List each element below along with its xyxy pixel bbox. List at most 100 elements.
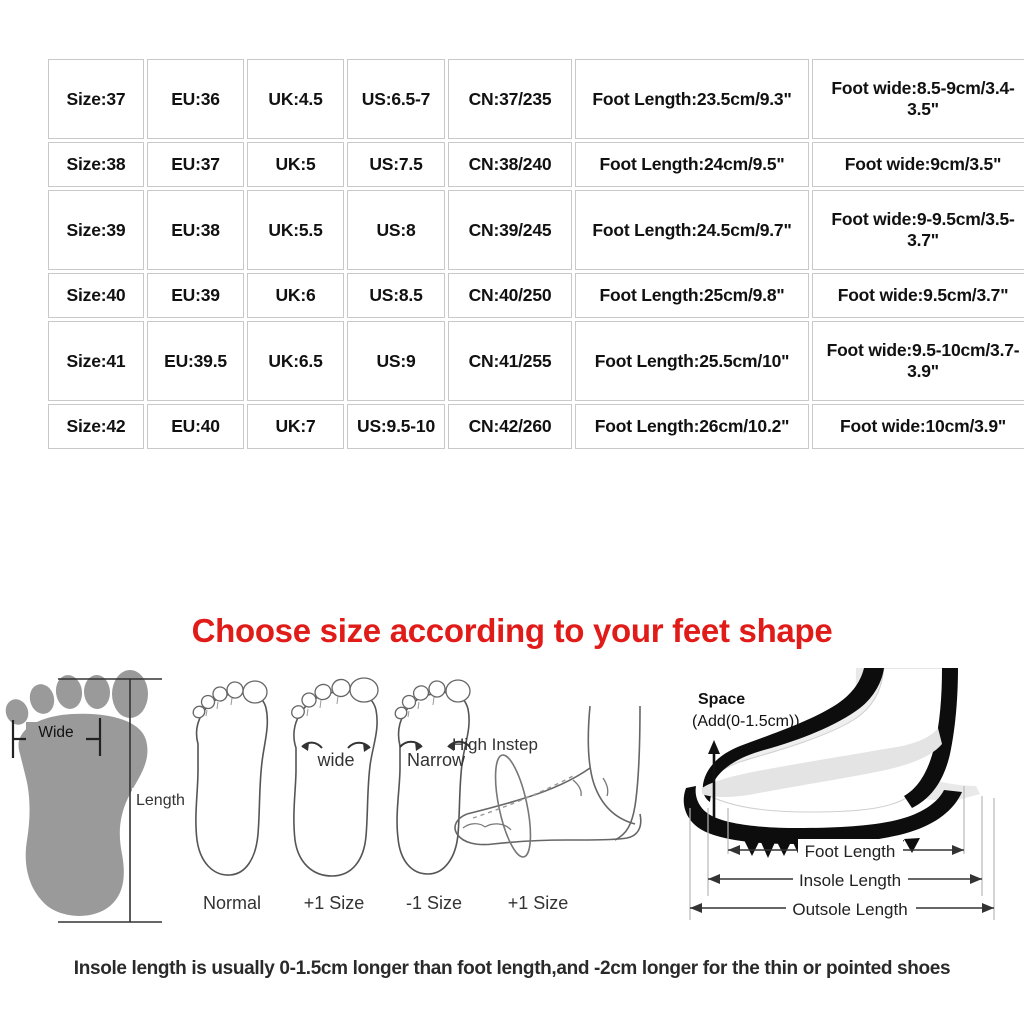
cell-us: US:7.5 <box>347 141 445 187</box>
foot-shape-diagram-area: Wide Length Normal <box>0 668 1024 930</box>
cell-foot-wide: Foot wide:10cm/3.9" <box>812 403 1024 449</box>
cell-us: US:8.5 <box>347 272 445 318</box>
arrow-head-right-icon <box>952 845 964 855</box>
cell-us: US:9 <box>347 320 445 401</box>
cell-us: US:8 <box>347 189 445 270</box>
cell-foot-wide: Foot wide:9cm/3.5" <box>812 141 1024 187</box>
cell-us: US:6.5-7 <box>347 59 445 139</box>
cell-size: Size:38 <box>48 141 144 187</box>
toe-outlines-icon <box>192 680 268 719</box>
ankle-detail-icon <box>572 779 582 797</box>
cell-foot-length: Foot Length:25cm/9.8" <box>575 272 809 318</box>
foot-measure-diagram: Wide Length <box>5 670 190 923</box>
cell-foot-wide: Foot wide:9.5cm/3.7" <box>812 272 1024 318</box>
foot-shape-caption: -1 Size <box>406 893 462 913</box>
cell-uk: UK:5.5 <box>247 189 344 270</box>
foot-outline-icon <box>396 691 470 875</box>
foot-shape-annotation: wide <box>316 750 354 770</box>
cell-eu: EU:36 <box>147 59 244 139</box>
high-instep-title: High Instep <box>452 735 538 754</box>
outsole-length-label-bg <box>786 897 916 919</box>
arrow-head-right-icon <box>982 903 994 913</box>
insole-length-label-bg <box>793 868 908 890</box>
foot-shape-normal: Normal <box>192 680 269 913</box>
arrow-head-right-icon <box>363 743 370 752</box>
arrow-head-up-icon <box>708 740 720 754</box>
ankle-detail-icon <box>602 777 609 797</box>
foot-top-outline-icon <box>466 767 591 815</box>
choose-size-heading: Choose size according to your feet shape <box>191 612 833 649</box>
arrow-head-left-icon <box>690 903 702 913</box>
cell-size: Size:39 <box>48 189 144 270</box>
cell-uk: UK:5 <box>247 141 344 187</box>
cell-size: Size:37 <box>48 59 144 139</box>
foot-shape-caption: Normal <box>203 893 261 913</box>
shoe-outsole-shape <box>683 786 962 844</box>
cell-size: Size:41 <box>48 320 144 401</box>
toe-outlines-icon <box>291 677 379 719</box>
shoe-upper-toe-shape <box>702 668 884 802</box>
table-row: Size:37 EU:36 UK:4.5 US:6.5-7 CN:37/235 … <box>48 59 1024 139</box>
foot-sole-icon <box>18 713 148 916</box>
space-label: Space <box>698 691 745 708</box>
foot-length-measure: Foot Length <box>728 839 964 861</box>
cell-eu: EU:38 <box>147 189 244 270</box>
cell-foot-length: Foot Length:26cm/10.2" <box>575 403 809 449</box>
table-row: Size:38 EU:37 UK:5 US:7.5 CN:38/240 Foot… <box>48 141 1024 187</box>
shoe-length-diagram: Space (Add(0-1.5cm)) Foot Length Insole … <box>683 668 995 920</box>
cell-cn: CN:38/240 <box>448 141 572 187</box>
cell-cn: CN:42/260 <box>448 403 572 449</box>
space-sublabel: (Add(0-1.5cm)) <box>692 713 800 730</box>
table-row: Size:40 EU:39 UK:6 US:8.5 CN:40/250 Foot… <box>48 272 1024 318</box>
cell-size: Size:40 <box>48 272 144 318</box>
leg-back-outline-icon <box>614 705 641 841</box>
cell-foot-wide: Foot wide:9.5-10cm/3.7-3.9" <box>812 320 1024 401</box>
cell-size: Size:42 <box>48 403 144 449</box>
cell-uk: UK:7 <box>247 403 344 449</box>
arrow-head-right-icon <box>970 874 982 884</box>
wide-label-bg <box>26 722 86 741</box>
cell-foot-wide: Foot wide:8.5-9cm/3.4-3.5" <box>812 59 1024 139</box>
shoe-heel-shape <box>904 668 958 808</box>
length-label-bg <box>132 788 190 810</box>
foot-shape-wide: wide +1 Size <box>291 677 379 913</box>
foot-outline-icon <box>195 691 269 876</box>
cell-us: US:9.5-10 <box>347 403 445 449</box>
table-row: Size:42 EU:40 UK:7 US:9.5-10 CN:42/260 F… <box>48 403 1024 449</box>
cell-eu: EU:39.5 <box>147 320 244 401</box>
arrow-head-left-icon <box>728 845 740 855</box>
outsole-length-measure: Outsole Length <box>690 897 994 919</box>
insole-strip-shape <box>702 728 942 797</box>
size-chart-table: Size:37 EU:36 UK:4.5 US:6.5-7 CN:37/235 … <box>45 56 1024 452</box>
table-row: Size:39 EU:38 UK:5.5 US:8 CN:39/245 Foot… <box>48 189 1024 270</box>
cell-uk: UK:6 <box>247 272 344 318</box>
foot-outline-icon <box>293 690 378 877</box>
high-instep-caption: +1 Size <box>508 893 569 913</box>
leg-outline-icon <box>587 705 636 825</box>
toe-outlines-icon <box>394 679 471 720</box>
cell-foot-wide: Foot wide:9-9.5cm/3.5-3.7" <box>812 189 1024 270</box>
wide-label: Wide <box>38 724 73 741</box>
space-measure <box>708 740 720 820</box>
foot-length-label-bg <box>798 839 903 861</box>
cell-cn: CN:39/245 <box>448 189 572 270</box>
foot-shape-caption: +1 Size <box>304 893 365 913</box>
cell-cn: CN:41/255 <box>448 320 572 401</box>
length-measure-marker <box>58 678 162 923</box>
toe-creases-icon <box>205 697 233 717</box>
cell-foot-length: Foot Length:24.5cm/9.7" <box>575 189 809 270</box>
foot-toes-icon <box>5 670 148 725</box>
toe-creases-icon <box>407 696 435 718</box>
arrow-head-left-icon <box>302 743 309 751</box>
outsole-length-label: Outsole Length <box>792 900 907 919</box>
cell-cn: CN:37/235 <box>448 59 572 139</box>
cell-cn: CN:40/250 <box>448 272 572 318</box>
insole-length-measure: Insole Length <box>708 868 982 890</box>
cell-eu: EU:39 <box>147 272 244 318</box>
arrow-head-right-icon <box>415 742 422 751</box>
cell-uk: UK:4.5 <box>247 59 344 139</box>
instep-dashed-line-icon <box>472 775 574 819</box>
cell-foot-length: Foot Length:24cm/9.5" <box>575 141 809 187</box>
foot-shape-narrow: Narrow -1 Size <box>394 679 471 913</box>
cell-foot-length: Foot Length:23.5cm/9.3" <box>575 59 809 139</box>
